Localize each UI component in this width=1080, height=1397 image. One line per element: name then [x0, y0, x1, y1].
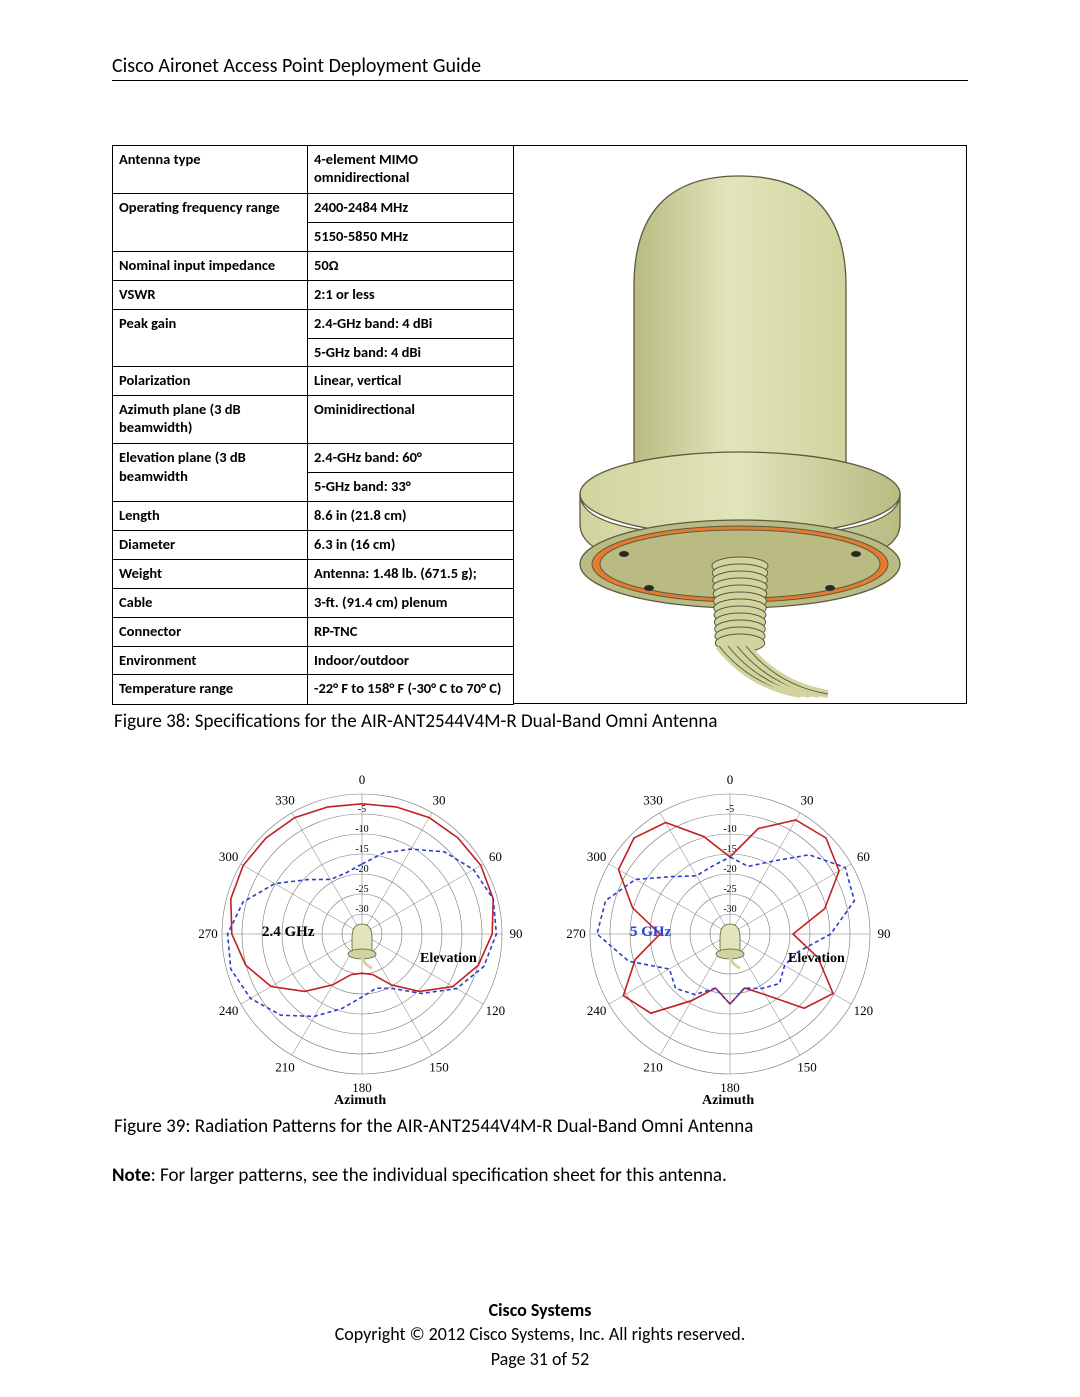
- spec-value: 6.3 in (16 cm): [308, 531, 514, 560]
- spec-value: Antenna: 1.48 lb. (671.5 g);: [308, 559, 514, 588]
- spec-label: Nominal input impedance: [113, 251, 308, 280]
- svg-text:Elevation: Elevation: [420, 951, 477, 966]
- note-body: : For larger patterns, see the individua…: [151, 1164, 727, 1187]
- svg-text:210: 210: [275, 1059, 295, 1074]
- antenna-illustration: [514, 145, 967, 704]
- spec-label: Antenna type: [113, 146, 308, 194]
- spec-label: Diameter: [113, 531, 308, 560]
- polar-plot-5ghz: -5-10-15-20-25-30-3503060901201501802102…: [550, 759, 910, 1109]
- spec-value: 2.4-GHz band: 60°: [308, 444, 514, 473]
- spec-label: Connector: [113, 617, 308, 646]
- footer-page: Page 31 of 52: [491, 1348, 590, 1370]
- spec-value: Ominidirectional: [308, 396, 514, 444]
- svg-text:60: 60: [489, 849, 502, 864]
- spec-label: Temperature range: [113, 675, 308, 704]
- polar-plot-24ghz: -5-10-15-20-25-30-3503060901201501802102…: [182, 759, 542, 1109]
- spec-label: Environment: [113, 646, 308, 675]
- svg-text:330: 330: [275, 793, 295, 808]
- svg-text:300: 300: [587, 849, 607, 864]
- spec-label: Length: [113, 502, 308, 531]
- svg-text:120: 120: [854, 1003, 874, 1018]
- svg-text:Elevation: Elevation: [788, 951, 845, 966]
- note-text: Note: For larger patterns, see the indiv…: [112, 1164, 968, 1187]
- spec-label: Cable: [113, 588, 308, 617]
- svg-text:240: 240: [219, 1003, 239, 1018]
- svg-text:30: 30: [801, 793, 814, 808]
- svg-text:Azimuth: Azimuth: [702, 1093, 754, 1108]
- radiation-patterns: -5-10-15-20-25-30-3503060901201501802102…: [124, 759, 968, 1109]
- page-footer: Cisco Systems Copyright © 2012 Cisco Sys…: [0, 1298, 1080, 1371]
- spec-value: RP-TNC: [308, 617, 514, 646]
- spec-value: 3-ft. (91.4 cm) plenum: [308, 588, 514, 617]
- spec-value: 5150-5850 MHz: [308, 223, 514, 252]
- footer-company: Cisco Systems: [489, 1299, 592, 1321]
- spec-value: Indoor/outdoor: [308, 646, 514, 675]
- svg-text:2.4 GHz: 2.4 GHz: [262, 924, 315, 940]
- spec-label: Operating frequency range: [113, 194, 308, 252]
- note-prefix: Note: [112, 1164, 151, 1187]
- spec-value: 2400-2484 MHz: [308, 194, 514, 223]
- svg-text:150: 150: [429, 1059, 449, 1074]
- svg-text:300: 300: [219, 849, 239, 864]
- spec-value: -22° F to 158° F (-30° C to 70° C): [308, 675, 514, 704]
- spec-value: 2:1 or less: [308, 280, 514, 309]
- spec-block: Antenna type4-element MIMO omnidirection…: [112, 145, 968, 704]
- svg-text:60: 60: [857, 849, 870, 864]
- svg-text:270: 270: [198, 926, 218, 941]
- svg-text:Azimuth: Azimuth: [334, 1093, 386, 1108]
- svg-text:30: 30: [433, 793, 446, 808]
- spec-label: VSWR: [113, 280, 308, 309]
- spec-value: 5-GHz band: 33°: [308, 473, 514, 502]
- spec-label: Polarization: [113, 367, 308, 396]
- svg-text:210: 210: [643, 1059, 663, 1074]
- spec-value: 4-element MIMO omnidirectional: [308, 146, 514, 194]
- spec-label: Elevation plane (3 dB beamwidth: [113, 444, 308, 502]
- spec-value: 2.4-GHz band: 4 dBi: [308, 309, 514, 338]
- svg-text:90: 90: [510, 926, 523, 941]
- svg-text:270: 270: [566, 926, 586, 941]
- svg-text:240: 240: [587, 1003, 607, 1018]
- figure-38-caption: Figure 38: Specifications for the AIR-AN…: [114, 710, 968, 733]
- spec-value: 5-GHz band: 4 dBi: [308, 338, 514, 367]
- spec-label: Peak gain: [113, 309, 308, 367]
- svg-text:330: 330: [643, 793, 663, 808]
- spec-label: Azimuth plane (3 dB beamwidth): [113, 396, 308, 444]
- spec-value: Linear, vertical: [308, 367, 514, 396]
- spec-table: Antenna type4-element MIMO omnidirection…: [112, 145, 514, 704]
- svg-text:5 GHz: 5 GHz: [630, 924, 672, 940]
- footer-copyright: Copyright © 2012 Cisco Systems, Inc. All…: [335, 1323, 746, 1345]
- svg-text:0: 0: [359, 772, 366, 787]
- svg-text:120: 120: [486, 1003, 506, 1018]
- page-title: Cisco Aironet Access Point Deployment Gu…: [112, 54, 968, 81]
- svg-text:0: 0: [727, 772, 734, 787]
- spec-value: 50Ω: [308, 251, 514, 280]
- spec-label: Weight: [113, 559, 308, 588]
- svg-text:90: 90: [878, 926, 891, 941]
- spec-value: 8.6 in (21.8 cm): [308, 502, 514, 531]
- svg-text:150: 150: [797, 1059, 817, 1074]
- figure-39-caption: Figure 39: Radiation Patterns for the AI…: [114, 1115, 968, 1138]
